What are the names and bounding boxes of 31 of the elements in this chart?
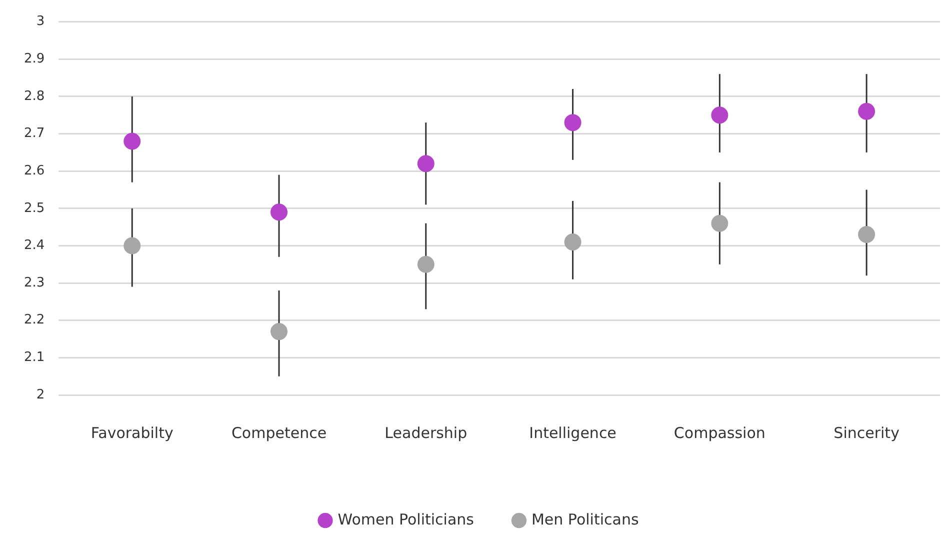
point xyxy=(417,256,434,273)
y-tick-label: 2 xyxy=(36,387,45,402)
x-tick-label: Intelligence xyxy=(529,424,616,442)
point xyxy=(564,114,582,132)
point xyxy=(270,323,288,340)
y-tick-label: 2.7 xyxy=(24,126,45,142)
point xyxy=(858,102,876,120)
point xyxy=(417,155,434,172)
point xyxy=(711,214,728,232)
point xyxy=(124,237,141,254)
x-tick-label: Favorabilty xyxy=(90,424,174,442)
y-tick-label: 2.1 xyxy=(24,350,45,366)
point xyxy=(124,132,141,150)
legend-label: Men Politicans xyxy=(531,510,639,528)
y-tick-label: 2.2 xyxy=(24,312,45,328)
y-tick-label: 2.8 xyxy=(24,88,45,104)
x-tick-label: Leadership xyxy=(384,424,468,442)
y-tick-label: 2.3 xyxy=(24,275,45,290)
y-tick-label: 2.4 xyxy=(24,238,45,254)
point xyxy=(564,233,582,250)
x-tick-label: Compassion xyxy=(674,424,766,442)
y-tick-label: 3 xyxy=(36,14,45,30)
point xyxy=(711,106,728,124)
legend-label: Women Politicians xyxy=(338,510,474,528)
point xyxy=(858,226,876,244)
x-tick-label: Competence xyxy=(231,424,327,442)
point xyxy=(270,204,288,221)
y-tick-label: 2.9 xyxy=(24,51,45,66)
y-tick-label: 2.5 xyxy=(24,200,45,216)
x-tick-label: Sincerity xyxy=(834,424,900,442)
y-tick-label: 2.6 xyxy=(24,163,45,178)
